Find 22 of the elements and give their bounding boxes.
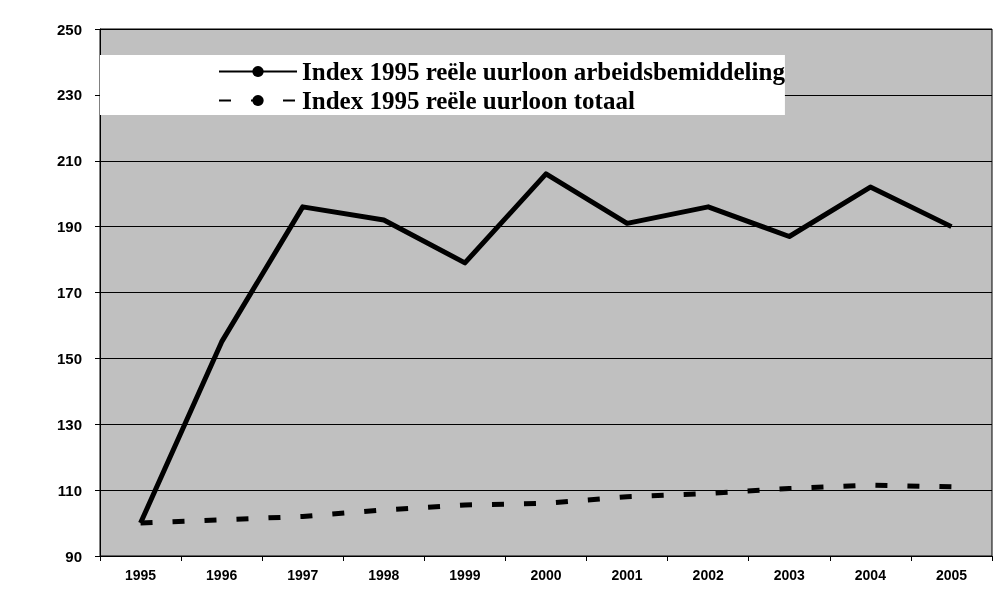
y-tick-label: 250: [56, 20, 82, 38]
x-tick-label: 2005: [935, 567, 968, 583]
y-tick-label: 110: [57, 481, 82, 499]
x-tick-label: 1997: [287, 567, 319, 583]
y-tick-label: 190: [56, 218, 82, 236]
x-tick-label: 2000: [530, 567, 562, 583]
x-tick-label: 1996: [206, 567, 238, 583]
y-tick-label: 170: [56, 284, 82, 301]
legend-label: Index 1995 reële uurloon arbeidsbemiddeling: [302, 58, 786, 85]
x-tick-label: 2003: [773, 567, 806, 583]
y-tick-label: 210: [56, 152, 82, 170]
y-tick-label: 130: [56, 415, 82, 433]
y-tick-label: 150: [56, 349, 82, 367]
y-tick-label: 90: [65, 547, 82, 565]
x-tick-label: 1999: [449, 567, 481, 583]
x-tick-label: 1998: [368, 567, 400, 583]
x-tick-label: 2004: [854, 567, 887, 583]
legend-label: Index 1995 reële uurloon totaal: [302, 87, 635, 114]
x-tick-label: 2001: [611, 567, 643, 583]
x-tick-label: 1995: [124, 567, 157, 583]
y-tick-label: 230: [56, 86, 82, 104]
x-tick-label: 2002: [692, 567, 724, 583]
